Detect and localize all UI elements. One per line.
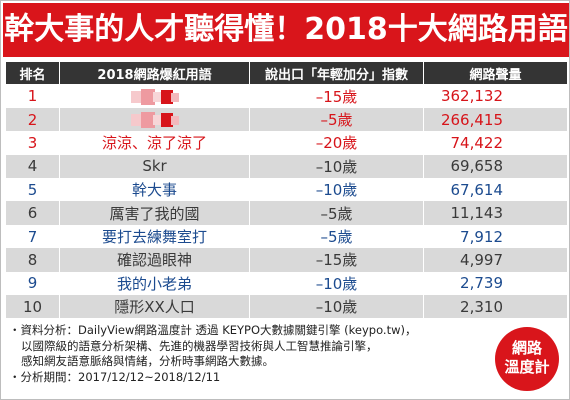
volume-cell: 67,614 [423,178,568,202]
table-row: 2 –5歲 266,415 [5,107,568,132]
table-row: 3 涼涼、涼了涼了 –20歲 74,422 [5,131,568,155]
table-row: 10 隱形XX人口 –10歲 2,310 [5,295,568,319]
age-cell: –10歲 [249,271,424,296]
term-cell [59,84,250,108]
table-row: 8 確認過眼神 –15歲 4,997 [5,248,568,272]
term-cell: 厲害了我的國 [59,201,250,225]
logo-text-line: 網路 [511,339,542,357]
source-note-line: 以國際級的語意分析架構、先進的機器學習技術與人工智慧推論引擎， [21,338,378,353]
ranking-table: 排名 2018網路爆紅用語 說出口「年輕加分」指數 網路聲量 1 –15歲 362,… [5,61,568,319]
column-header-volume: 網路聲量 [423,61,568,85]
age-cell: –20歲 [249,131,424,155]
analysis-period: ・分析期間：2017/12/12~2018/12/11 [9,369,221,384]
term-cell: 我的小老弟 [59,271,250,296]
rank-cell: 1 [5,84,60,108]
blurred-term-mask [125,88,185,105]
page-title: 幹大事的人才聽得懂！2018十大網路用語 [3,3,569,57]
volume-cell: 362,132 [423,84,568,108]
volume-cell: 11,143 [423,201,568,225]
table-row: 1 –15歲 362,132 [5,84,568,108]
source-notes: ・資料分析：DailyView網路溫度計 透過 KEYPO大數據關鍵引擎 (ke… [9,323,489,385]
volume-cell: 266,415 [423,107,568,132]
column-header-term: 2018網路爆紅用語 [59,61,250,85]
age-cell: –10歲 [249,178,424,202]
rank-cell: 3 [5,131,60,155]
term-cell: 要打去練舞室打 [59,224,250,249]
column-header-rank: 排名 [5,61,60,85]
rank-cell: 6 [5,201,60,225]
rank-cell: 9 [5,271,60,296]
volume-cell: 4,997 [423,248,568,272]
table-row: 5 幹大事 –10歲 67,614 [5,178,568,202]
table-row: 6 厲害了我的國 –5歲 11,143 [5,201,568,225]
rank-cell: 7 [5,224,60,249]
rank-cell: 5 [5,178,60,202]
rank-cell: 4 [5,154,60,179]
term-cell: 幹大事 [59,178,250,202]
rank-cell: 10 [5,295,60,319]
age-cell: –15歲 [249,248,424,272]
volume-cell: 69,658 [423,154,568,179]
term-cell [59,107,250,132]
table-header-row: 排名 2018網路爆紅用語 說出口「年輕加分」指數 網路聲量 [5,61,568,85]
term-cell: 涼涼、涼了涼了 [59,131,250,155]
age-cell: –10歲 [249,295,424,319]
volume-cell: 7,912 [423,224,568,249]
source-note-line: 感知網友語意脈絡與情緒，分析時事網路大數據。 [21,354,274,368]
rank-cell: 8 [5,248,60,272]
volume-cell: 74,422 [423,131,568,155]
table-row: 9 我的小老弟 –10歲 2,739 [5,271,568,296]
logo-text-line: 溫度計 [504,358,550,376]
volume-cell: 2,310 [423,295,568,319]
dailyview-logo: 網路 溫度計 [495,327,559,391]
term-cell: 隱形XX人口 [59,295,250,319]
table-row: 4 Skr –10歲 69,658 [5,154,568,179]
ranking-table-body: 1 –15歲 362,132 2 –5歲 266,415 3 涼涼、涼了涼了 –20歲 74,42… [5,84,568,319]
table-row: 7 要打去練舞室打 –5歲 7,912 [5,224,568,249]
volume-cell: 2,739 [423,271,568,296]
source-note-line: ・資料分析：DailyView網路溫度計 透過 KEYPO大數據關鍵引擎 (ke… [9,323,417,337]
age-cell: –10歲 [249,154,424,179]
term-cell: Skr [59,154,250,179]
rank-cell: 2 [5,107,60,132]
age-cell: –5歲 [249,201,424,225]
age-cell: –5歲 [249,224,424,249]
age-cell: –15歲 [249,84,424,108]
blurred-term-mask [125,112,185,129]
term-cell: 確認過眼神 [59,248,250,272]
column-header-age: 說出口「年輕加分」指數 [249,61,424,85]
age-cell: –5歲 [249,107,424,132]
